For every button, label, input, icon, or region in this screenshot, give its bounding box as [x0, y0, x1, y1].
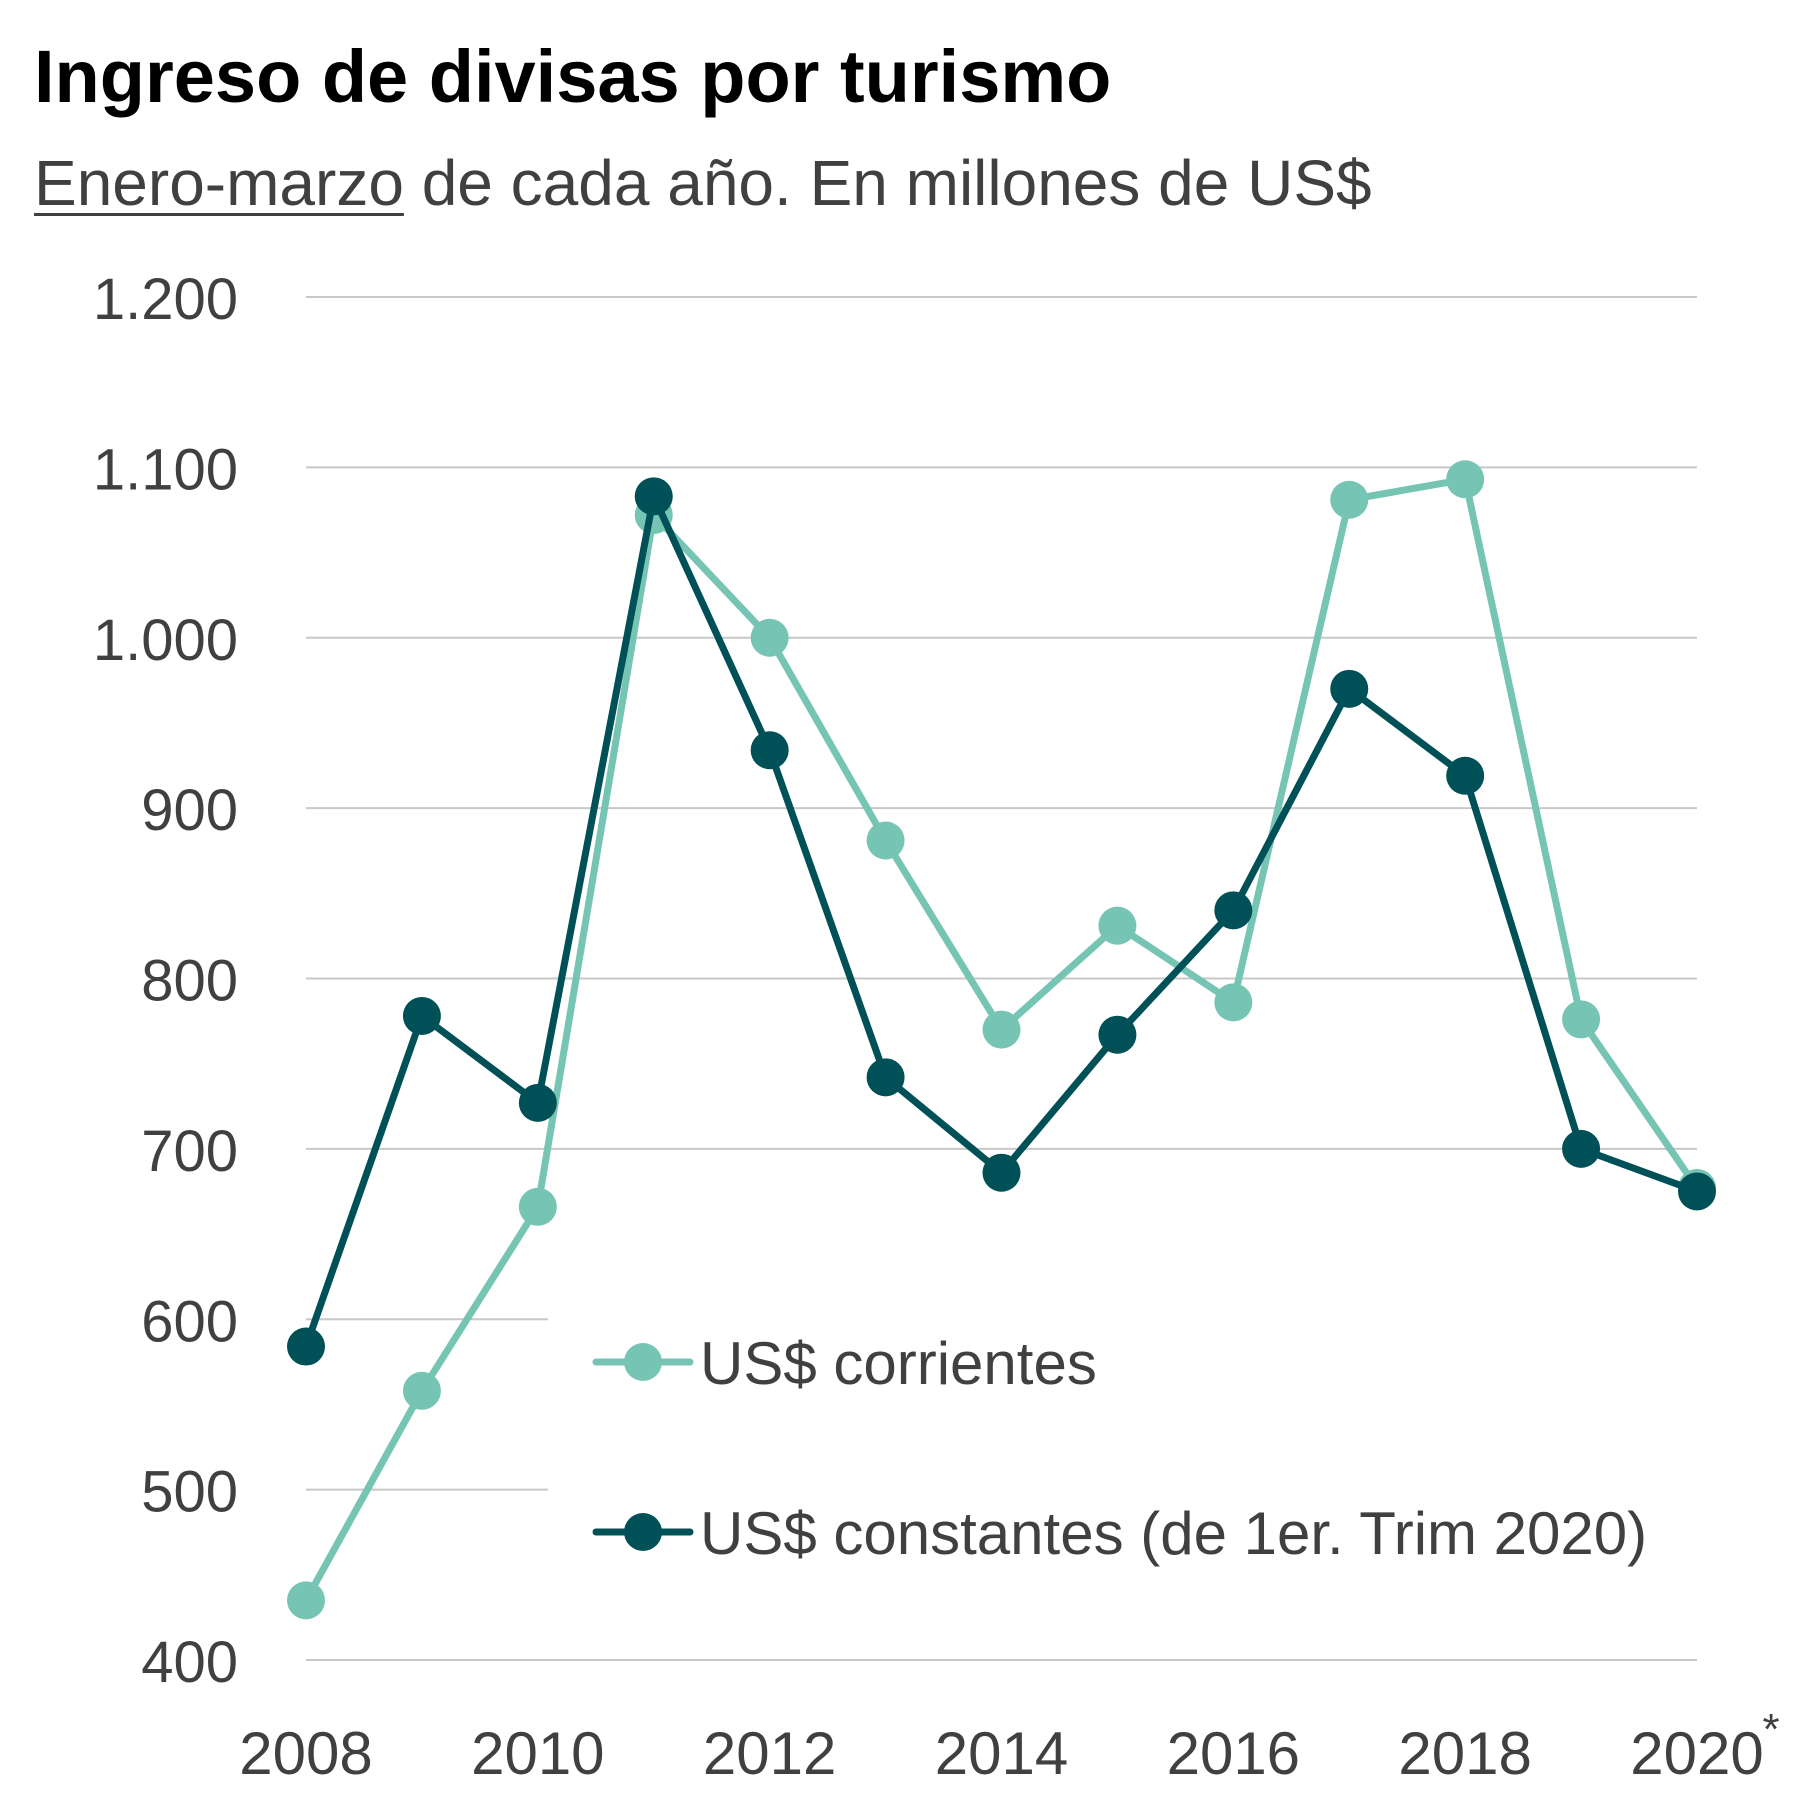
series-corrientes	[287, 460, 1716, 1620]
y-tick-label: 1.000	[93, 608, 238, 673]
data-point	[634, 477, 673, 516]
data-point	[1214, 983, 1253, 1022]
series	[287, 460, 1716, 1620]
legend-marker	[624, 1513, 662, 1551]
y-tick-label: 700	[141, 1119, 238, 1184]
y-tick-label: 800	[141, 949, 238, 1014]
y-tick-label: 1.200	[93, 267, 238, 332]
y-tick-label: 900	[141, 778, 238, 843]
legend-item: US$ corrientes	[592, 1330, 1097, 1397]
data-point	[1446, 756, 1485, 795]
data-point	[1330, 480, 1369, 519]
y-tick-label: 1.100	[93, 437, 238, 502]
subtitle-period: Enero-marzo	[34, 147, 404, 219]
legend-label: US$ constantes (de 1er. Trim 2020)	[700, 1500, 1647, 1567]
data-point	[982, 1010, 1021, 1049]
x-axis-ticks: 2008 2010 2012 2014 2016 2018 2020*	[239, 1705, 1779, 1787]
data-point	[1214, 891, 1253, 930]
x-tick-footnote: *	[1762, 1705, 1779, 1754]
x-tick-label: 2020	[1630, 1720, 1763, 1787]
y-tick-label: 400	[141, 1630, 238, 1695]
data-point	[866, 1058, 905, 1097]
series-constantes	[287, 477, 1716, 1366]
y-axis-ticks: 400 500 600 700 800 900 1.000 1.100 1.200	[93, 267, 238, 1695]
data-point	[1678, 1172, 1716, 1211]
legend-item: US$ constantes (de 1er. Trim 2020)	[592, 1500, 1647, 1567]
y-tick-label: 600	[141, 1289, 238, 1354]
x-tick-label: 2016	[1167, 1720, 1300, 1787]
data-point	[287, 1581, 325, 1620]
data-point	[866, 821, 905, 860]
data-point	[1562, 1000, 1601, 1039]
data-point	[1098, 1015, 1137, 1054]
x-tick-label: 2008	[239, 1720, 372, 1787]
gridlines	[306, 296, 1697, 1661]
data-point	[402, 1371, 441, 1410]
data-point	[518, 1187, 557, 1226]
x-tick-label: 2018	[1398, 1720, 1531, 1787]
chart-subtitle: Enero-marzo de cada año. En millones de …	[34, 146, 1372, 220]
subtitle-units: de cada año. En millones de US$	[403, 147, 1372, 219]
data-point	[518, 1083, 557, 1122]
chart-title: Ingreso de divisas por turismo	[34, 35, 1112, 118]
data-point	[982, 1153, 1021, 1192]
x-tick-label: 2012	[703, 1720, 836, 1787]
x-tick-label: 2010	[471, 1720, 604, 1787]
data-point	[402, 996, 441, 1035]
legend-marker	[624, 1343, 662, 1381]
data-point	[1562, 1129, 1601, 1168]
data-point	[750, 618, 789, 657]
data-point	[1330, 669, 1369, 708]
data-point	[750, 731, 789, 770]
data-point	[1446, 460, 1485, 499]
legend-label: US$ corrientes	[700, 1330, 1097, 1397]
legend: US$ corrientes US$ constantes (de 1er. Tr…	[592, 1330, 1647, 1567]
y-tick-label: 500	[141, 1460, 238, 1525]
data-point	[287, 1327, 325, 1366]
series-line	[302, 492, 1701, 1351]
x-tick-label: 2014	[935, 1720, 1068, 1787]
data-point	[1098, 906, 1137, 945]
